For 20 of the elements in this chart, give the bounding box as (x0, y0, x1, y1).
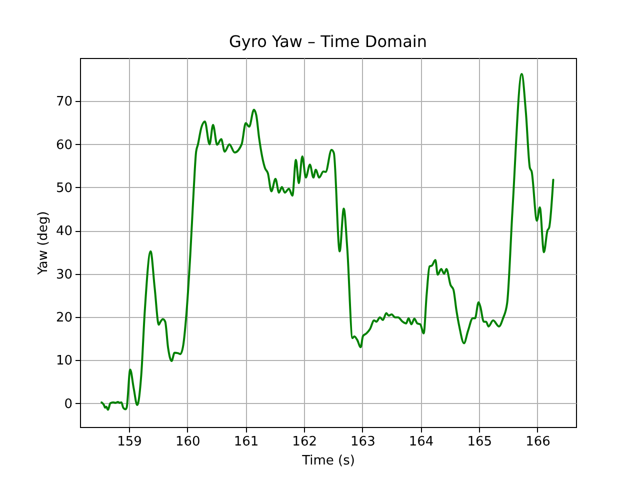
x-axis-title: Time (s) (301, 454, 355, 468)
x-tick-label: 163 (350, 434, 376, 450)
y-tick-label: 10 (56, 354, 72, 369)
x-tick-label: 165 (467, 434, 492, 450)
y-tick-label: 70 (56, 94, 72, 110)
y-tick-label: 60 (56, 138, 72, 153)
y-tick-label: 50 (56, 180, 72, 196)
y-tick-label: 30 (56, 267, 72, 282)
x-tick-label: 164 (408, 434, 434, 450)
x-tick-label: 161 (234, 434, 259, 450)
y-tick-label: 0 (64, 396, 72, 412)
x-tick-label: 166 (526, 434, 550, 450)
line-series (100, 72, 554, 411)
y-axis-title: Yaw (deg) (36, 211, 51, 276)
x-tick-label: 160 (175, 434, 200, 450)
y-tick-label: 20 (56, 310, 72, 326)
x-tick-label: 159 (117, 434, 142, 450)
y-tick-label: 40 (56, 224, 72, 240)
chart-title: Gyro Yaw – Time Domain (229, 32, 427, 51)
x-tick-label: 162 (292, 434, 317, 450)
